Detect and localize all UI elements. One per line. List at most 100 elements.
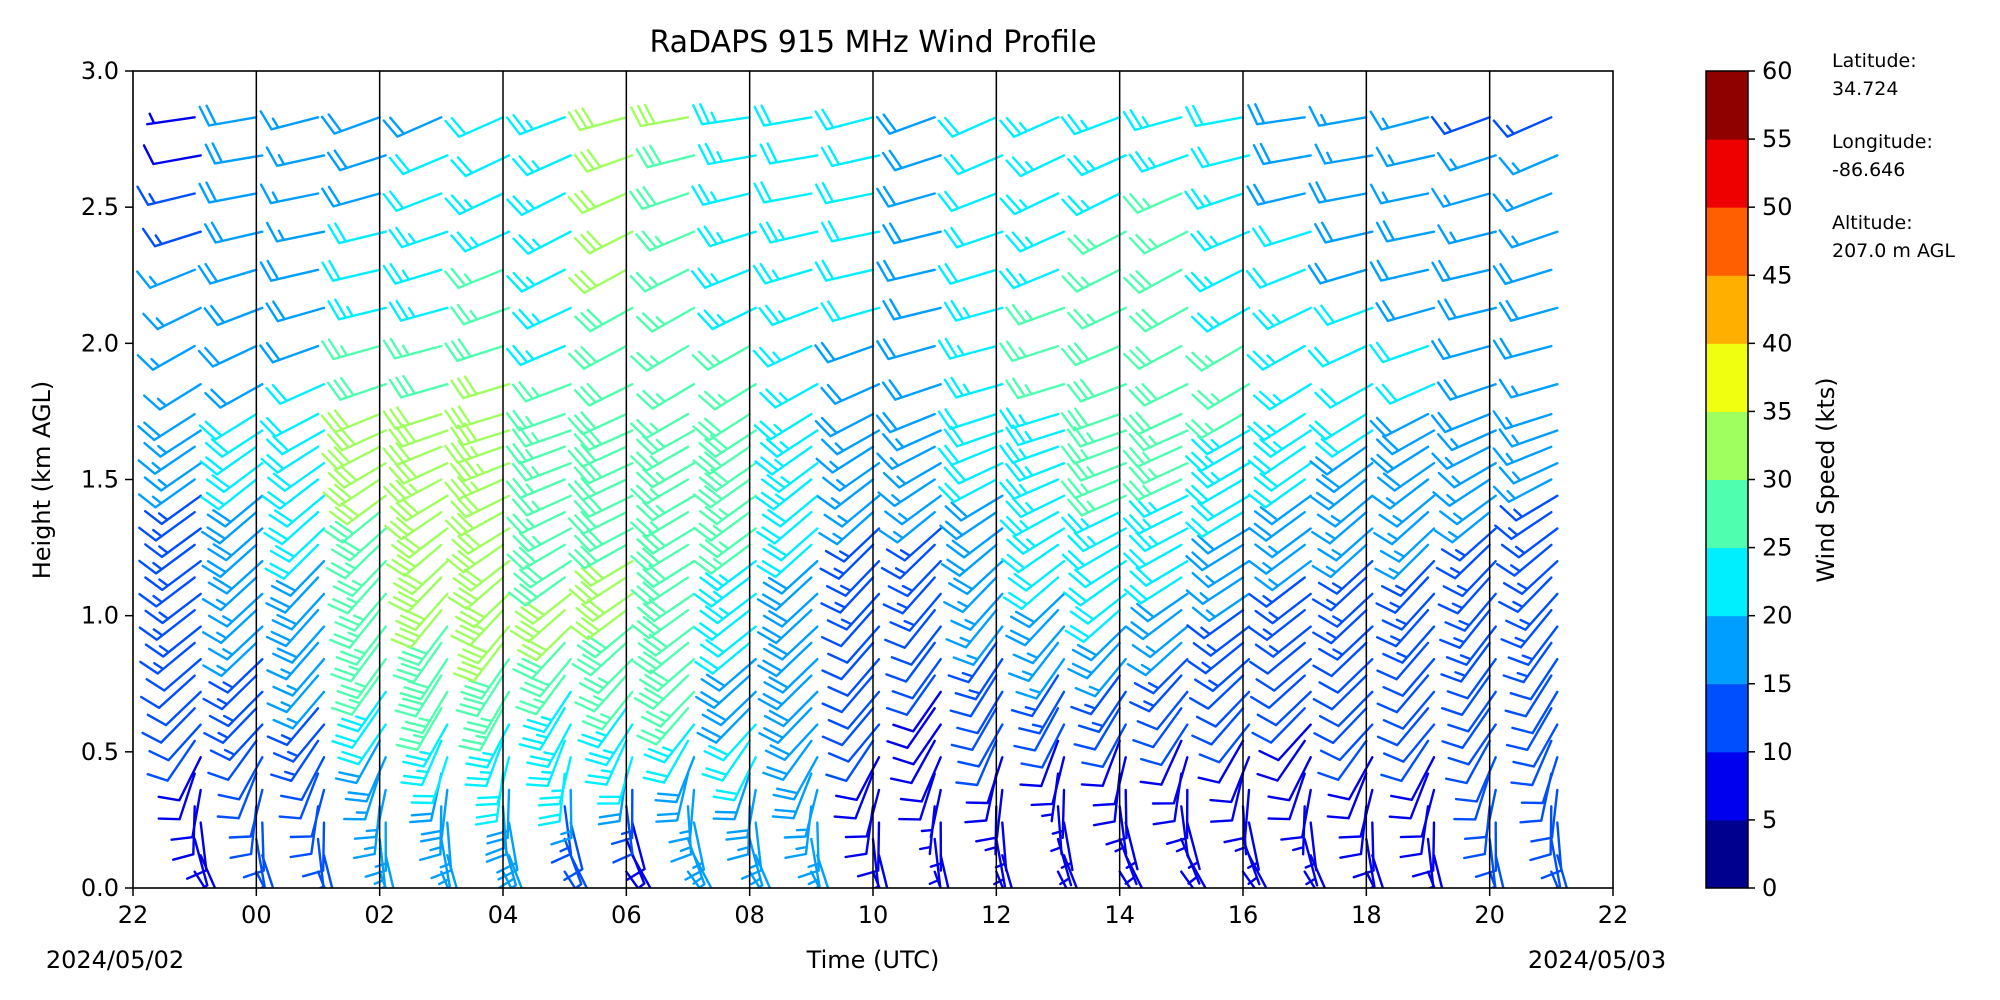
wind-barb-path	[321, 445, 381, 471]
wind-barb	[267, 462, 326, 492]
wind-barb	[550, 805, 573, 864]
wind-barb-path	[581, 690, 634, 731]
wind-barb	[1488, 837, 1497, 888]
wind-barb-path	[693, 511, 751, 542]
wind-barbs-layer	[135, 103, 1569, 888]
wind-barb	[1303, 837, 1319, 887]
wind-barb-path	[820, 383, 881, 405]
wind-barb	[1247, 412, 1306, 442]
wind-barb	[399, 658, 449, 701]
wind-barb-path	[388, 299, 449, 322]
wind-barb-path	[1139, 739, 1183, 786]
wind-barb-path	[763, 625, 819, 661]
wind-barb-path	[1197, 739, 1245, 784]
wind-barb-path	[569, 609, 628, 641]
wind-barb	[511, 381, 572, 403]
colorbar-segment	[1706, 71, 1748, 140]
wind-barb-path	[242, 821, 265, 879]
wind-barb	[138, 511, 196, 542]
wind-barb-path	[1248, 543, 1306, 575]
wind-barb-path	[1253, 462, 1312, 492]
wind-barb	[833, 772, 875, 820]
wind-barb-path	[143, 462, 202, 492]
colorbar-tick-label: 30	[1762, 466, 1793, 494]
wind-barb	[1129, 306, 1189, 333]
wind-barb	[1185, 104, 1245, 128]
wind-barb	[636, 462, 696, 489]
wind-barb-path	[1128, 230, 1189, 255]
wind-barb-path	[507, 576, 566, 607]
wind-barb	[748, 837, 764, 888]
wind-barb	[1254, 527, 1312, 559]
wind-barb-path	[635, 306, 696, 333]
wind-barb-path	[642, 739, 690, 784]
wind-barb	[266, 641, 320, 681]
wind-barb	[143, 383, 202, 411]
wind-barb-path	[567, 190, 628, 215]
wind-barb-path	[568, 344, 628, 370]
wind-barb	[265, 383, 326, 405]
wind-barb-path	[1122, 109, 1183, 132]
wind-barb-path	[519, 658, 572, 698]
wind-barb-path	[1492, 192, 1553, 213]
wind-barb	[382, 442, 443, 467]
colorbar-segment	[1706, 275, 1748, 344]
wind-barb	[814, 341, 875, 364]
wind-barb	[1437, 576, 1491, 615]
wind-barb	[1245, 267, 1306, 289]
wind-barb	[1314, 143, 1374, 165]
wind-barb	[450, 375, 511, 400]
wind-barb-path	[512, 306, 572, 330]
wind-barb	[943, 154, 1004, 176]
wind-barb	[1128, 383, 1189, 407]
wind-barb-path	[1492, 263, 1553, 285]
wind-barb	[460, 658, 511, 700]
wind-barb	[947, 641, 998, 684]
wind-barb-path	[758, 707, 813, 744]
wind-barb-path	[1067, 641, 1121, 680]
wind-barb	[1191, 462, 1251, 489]
wind-barb-path	[327, 462, 387, 489]
wind-barb	[871, 837, 880, 888]
wind-barb	[563, 837, 583, 888]
wind-barb-path	[1128, 383, 1189, 407]
y-tick-label: 1.0	[81, 602, 119, 630]
wind-barb-path	[563, 837, 583, 888]
wind-barb	[455, 674, 505, 718]
wind-barb	[1309, 445, 1368, 476]
wind-barb	[567, 477, 628, 502]
wind-barb-path	[821, 641, 875, 681]
colorbar-tick-label: 55	[1762, 125, 1793, 153]
wind-barb-path	[265, 300, 326, 323]
wind-barb	[1247, 854, 1268, 888]
y-tick-label: 1.5	[81, 466, 119, 494]
wind-barb	[444, 440, 505, 464]
wind-barb-path	[814, 412, 875, 438]
wind-barb	[698, 462, 757, 492]
wind-barb-path	[353, 788, 387, 840]
wind-barb	[1209, 756, 1251, 804]
wind-barb-path	[1124, 821, 1139, 871]
wind-barb	[641, 690, 696, 728]
wind-barb-path	[568, 268, 628, 294]
wind-barb	[144, 494, 202, 526]
wind-barb-path	[1254, 625, 1312, 658]
wind-barb	[937, 116, 998, 138]
wind-barb	[505, 409, 566, 432]
wind-barb	[699, 592, 757, 625]
wind-barb	[143, 462, 202, 492]
wind-barb	[814, 182, 875, 205]
wind-barb	[1013, 707, 1060, 752]
wind-barb	[382, 406, 443, 430]
wind-barb	[1008, 641, 1060, 683]
wind-barb	[1446, 658, 1497, 700]
wind-barb-path	[1492, 445, 1553, 466]
wind-barb-path	[201, 511, 258, 545]
wind-barb	[1247, 445, 1306, 475]
wind-barb-path	[944, 494, 1004, 522]
wind-barb	[343, 772, 381, 821]
wind-barb-path	[1252, 225, 1312, 248]
wind-barb-path	[630, 412, 690, 440]
wind-barb-path	[1435, 543, 1491, 580]
wind-barb	[1074, 658, 1127, 698]
